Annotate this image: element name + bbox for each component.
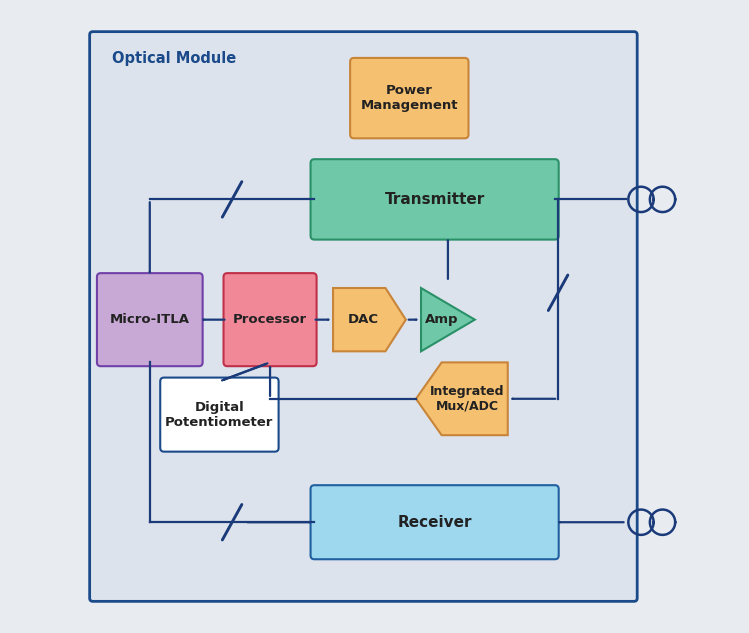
Text: Micro-ITLA: Micro-ITLA [110, 313, 189, 326]
Text: DAC: DAC [348, 313, 379, 326]
Polygon shape [416, 362, 508, 436]
FancyBboxPatch shape [311, 159, 559, 239]
Text: Integrated
Mux/ADC: Integrated Mux/ADC [430, 385, 504, 413]
FancyBboxPatch shape [311, 485, 559, 560]
Text: Amp: Amp [425, 313, 458, 326]
Text: Receiver: Receiver [398, 515, 472, 530]
Text: Power
Management: Power Management [360, 84, 458, 112]
Polygon shape [333, 288, 406, 351]
Text: Processor: Processor [233, 313, 307, 326]
Text: Digital
Potentiometer: Digital Potentiometer [166, 401, 273, 429]
FancyBboxPatch shape [223, 273, 317, 366]
FancyBboxPatch shape [97, 273, 203, 366]
FancyBboxPatch shape [350, 58, 469, 139]
Text: Transmitter: Transmitter [384, 192, 485, 207]
FancyBboxPatch shape [90, 32, 637, 601]
FancyBboxPatch shape [160, 377, 279, 452]
Text: Optical Module: Optical Module [112, 51, 236, 66]
Polygon shape [421, 288, 475, 351]
